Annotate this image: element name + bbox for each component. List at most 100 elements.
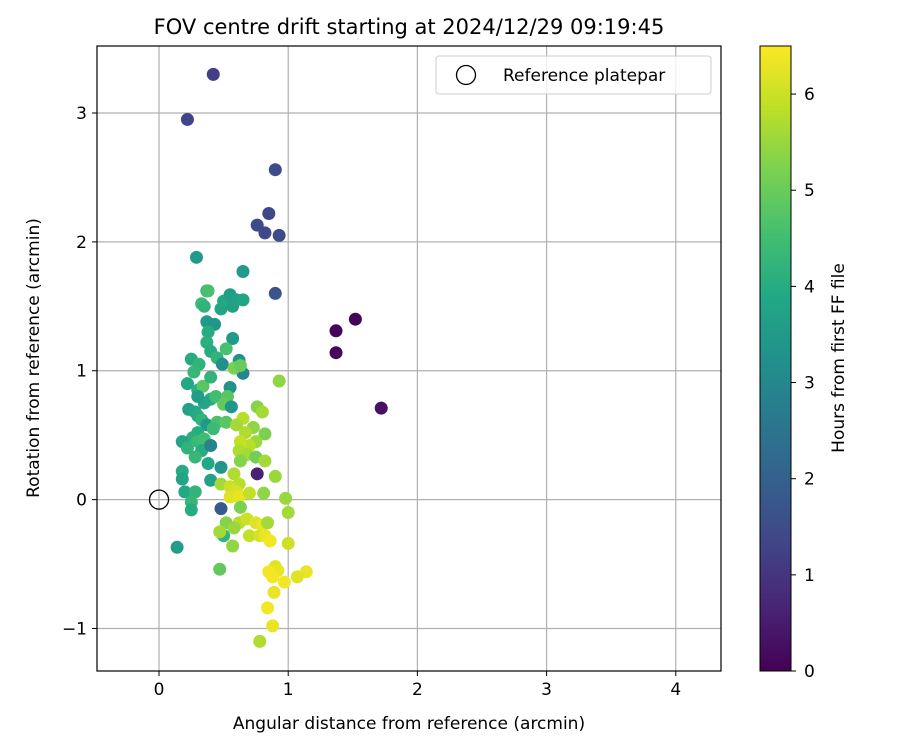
- scatter-point: [261, 516, 275, 530]
- scatter-point: [219, 342, 233, 356]
- scatter-point: [224, 400, 238, 414]
- scatter-point: [258, 427, 272, 441]
- scatter-point: [329, 346, 343, 360]
- scatter-point: [215, 357, 229, 371]
- scatter-point: [213, 525, 227, 539]
- scatter-point: [233, 500, 247, 514]
- scatter-point: [267, 585, 281, 599]
- grid-lines: [97, 46, 721, 671]
- scatter-point: [263, 534, 277, 548]
- scatter-point: [187, 365, 201, 379]
- scatter-point: [226, 299, 240, 313]
- scatter-point: [257, 486, 271, 500]
- scatter-point: [175, 472, 189, 486]
- scatter-points: [170, 67, 388, 648]
- x-tick-label: 1: [283, 680, 294, 700]
- scatter-point: [266, 619, 280, 633]
- colorbar-tick-label: 2: [804, 470, 815, 490]
- scatter-point: [201, 284, 215, 298]
- scatter-point: [214, 460, 228, 474]
- scatter-point: [272, 374, 286, 388]
- chart-title: FOV centre drift starting at 2024/12/29 …: [154, 15, 665, 39]
- colorbar-ticks: 0 1 2 3 4 5 6: [791, 85, 815, 682]
- scatter-point: [188, 450, 202, 464]
- scatter-point: [223, 490, 237, 504]
- reference-marker: [148, 489, 170, 510]
- colorbar-tick-label: 1: [804, 566, 815, 586]
- scatter-point: [348, 312, 362, 326]
- scatter-point: [232, 490, 246, 504]
- y-axis-ticks: −1 0 1 2 3: [62, 104, 97, 639]
- x-tick-label: 2: [412, 680, 423, 700]
- scatter-point: [213, 562, 227, 576]
- scatter-point: [170, 540, 184, 554]
- legend-box: [435, 55, 712, 95]
- scatter-point: [255, 405, 269, 419]
- scatter-point: [268, 163, 282, 177]
- x-axis-label: Angular distance from reference (arcmin): [233, 714, 585, 734]
- scatter-point: [272, 228, 286, 242]
- scatter-point: [258, 226, 272, 240]
- scatter-point: [201, 325, 215, 339]
- y-tick-label: −1: [62, 619, 87, 639]
- scatter-point: [242, 486, 256, 500]
- scatter-point: [268, 469, 282, 483]
- legend-label: Reference platepar: [503, 66, 665, 86]
- scatter-point: [226, 332, 240, 346]
- scatter-point: [253, 634, 267, 648]
- colorbar-tick-label: 5: [804, 181, 815, 201]
- colorbar: 0 1 2 3 4 5 6 Hours from first FF file: [759, 45, 849, 682]
- scatter-point: [374, 401, 388, 415]
- colorbar-label: Hours from first FF file: [829, 263, 849, 453]
- scatter-point: [290, 570, 304, 584]
- scatter-point: [180, 112, 194, 126]
- scatter-point: [266, 570, 280, 584]
- y-tick-label: 1: [76, 362, 87, 382]
- scatter-point: [201, 457, 215, 471]
- reference-point: [148, 489, 170, 510]
- scatter-point: [230, 418, 244, 432]
- scatter-point: [281, 505, 295, 519]
- scatter-point: [233, 359, 247, 373]
- scatter-point: [204, 438, 218, 452]
- scatter-point: [262, 207, 276, 221]
- scatter-point: [191, 390, 205, 404]
- y-tick-label: 0: [76, 491, 87, 511]
- scatter-point: [268, 286, 282, 300]
- scatter-point: [250, 467, 264, 481]
- scatter-point: [258, 454, 272, 468]
- scatter-point: [204, 370, 218, 384]
- scatter-point: [206, 67, 220, 81]
- scatter-point: [188, 485, 202, 499]
- colorbar-gradient: [759, 45, 792, 672]
- scatter-point: [227, 467, 241, 481]
- colorbar-tick-label: 0: [804, 662, 815, 682]
- scatter-point: [227, 521, 241, 535]
- scatter-point: [261, 601, 275, 615]
- scatter-point: [277, 575, 291, 589]
- scatter-point: [178, 485, 192, 499]
- scatter-point: [279, 491, 293, 505]
- colorbar-tick-label: 6: [804, 85, 815, 105]
- scatter-point: [196, 379, 210, 393]
- legend: Reference platepar: [435, 55, 712, 95]
- scatter-point: [329, 324, 343, 338]
- scatter-point: [281, 536, 295, 550]
- scatter-point: [180, 377, 194, 391]
- colorbar-tick-label: 4: [804, 277, 815, 297]
- scatter-point: [204, 473, 218, 487]
- scatter-point: [233, 454, 247, 468]
- x-axis-ticks: 0 1 2 3 4: [154, 671, 681, 700]
- scatter-point: [197, 299, 211, 313]
- y-tick-label: 2: [76, 233, 87, 253]
- x-tick-label: 3: [541, 680, 552, 700]
- scatter-point: [226, 539, 240, 553]
- scatter-point: [184, 503, 198, 517]
- scatter-point: [242, 529, 256, 543]
- y-axis-label: Rotation from reference (arcmin): [24, 218, 44, 498]
- scatter-point: [206, 422, 220, 436]
- plot-frame: [96, 45, 722, 672]
- colorbar-tick-label: 3: [804, 374, 815, 394]
- x-tick-label: 0: [154, 680, 165, 700]
